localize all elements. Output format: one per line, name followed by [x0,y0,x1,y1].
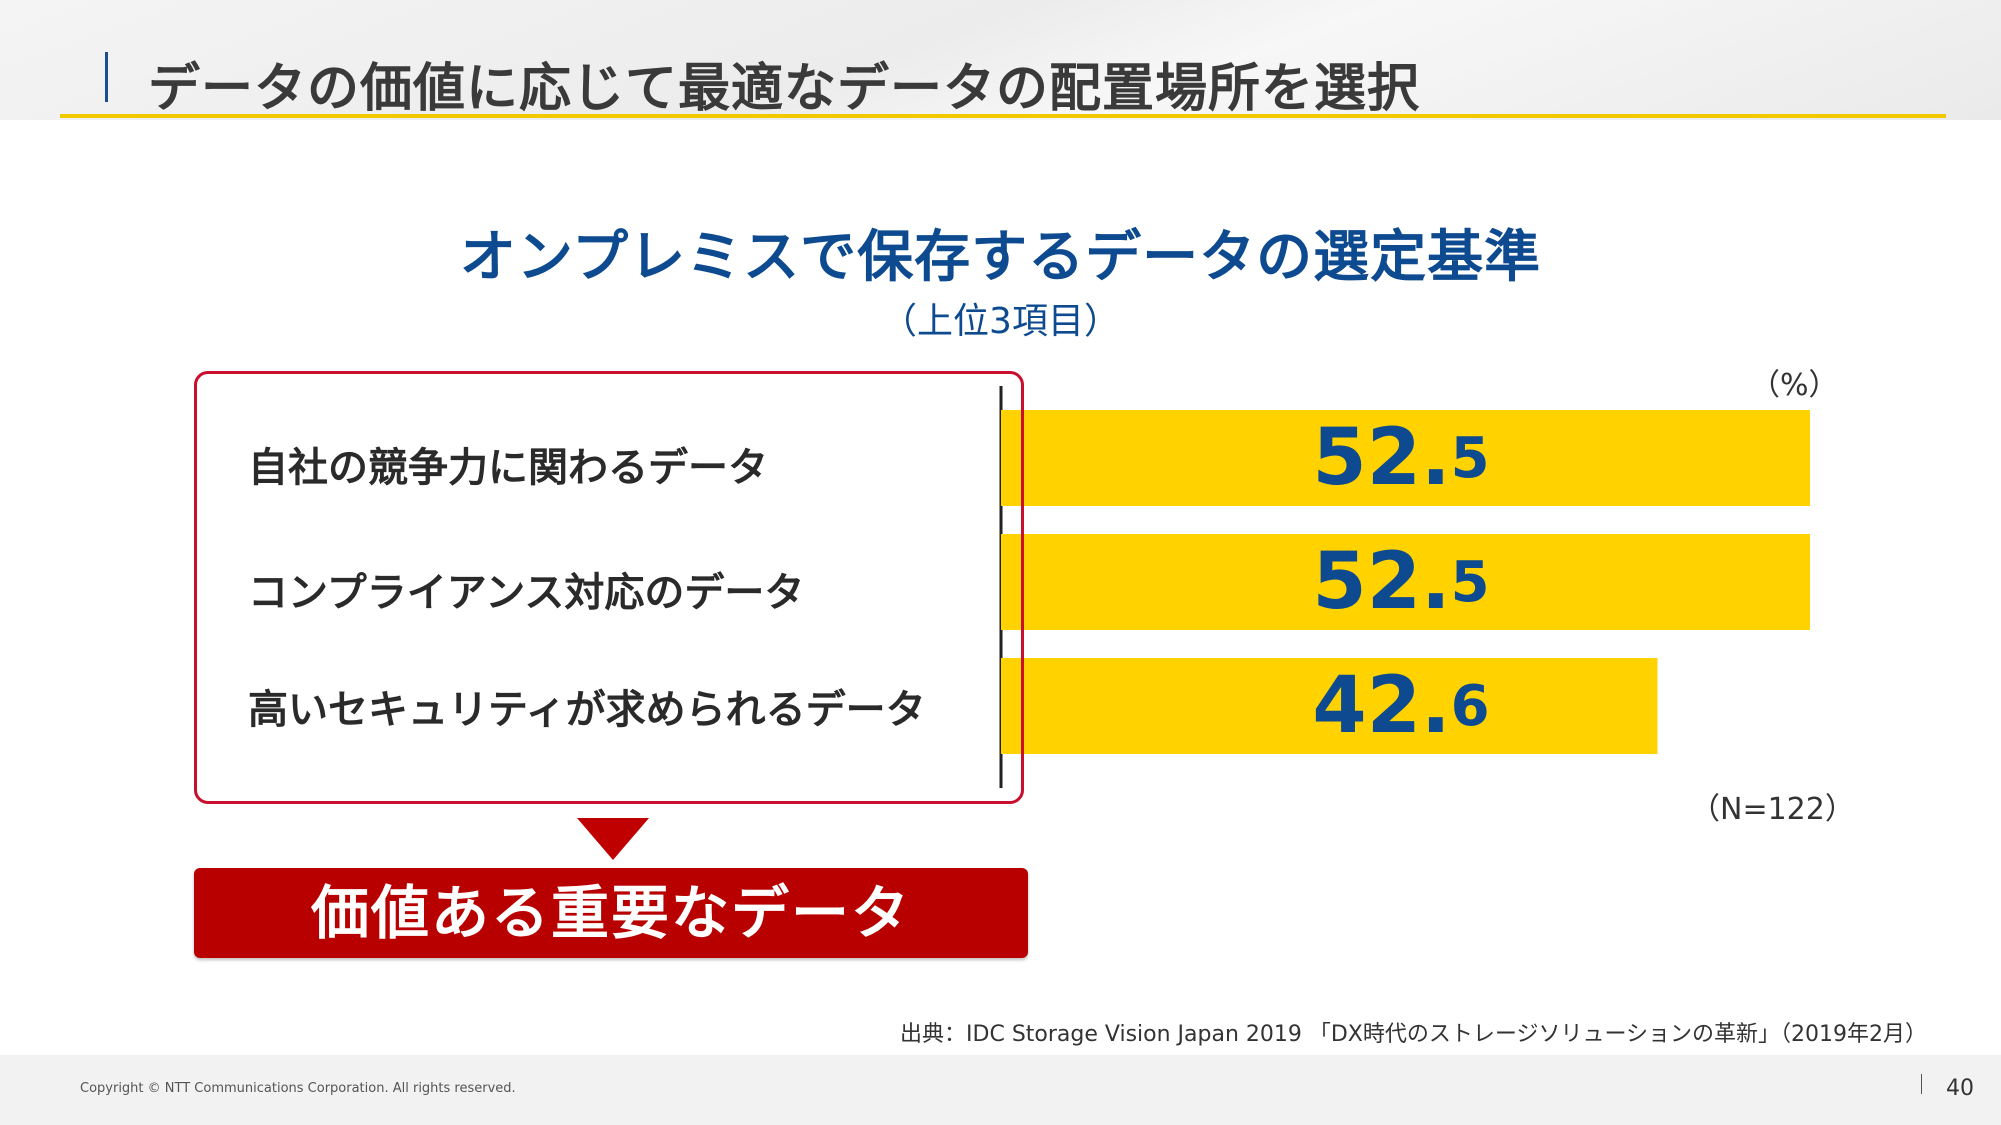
header-band [0,0,2001,120]
page-title: データの価値に応じて最適なデータの配置場所を選択 [148,59,1421,119]
bar-value-label: 52.5 [1312,413,1489,503]
chart-title: オンプレミスで保存するデータの選定基準 [459,225,1542,290]
bar [1001,410,1810,506]
bar-value-label: 52.5 [1312,537,1489,627]
unit-label: （%） [1750,368,1839,403]
category-label: コンプライアンス対応のデータ [248,570,805,616]
category-label: 高いセキュリティが求められるデータ [248,687,926,733]
callout-banner: 価値ある重要なデータ [194,868,1028,958]
title-accent-bar [105,52,108,102]
title-underline [60,114,1946,118]
footer-band [0,1055,2001,1125]
arrow-down-icon [577,818,649,860]
source-note: 出典：IDC Storage Vision Japan 2019 「DX時代のス… [900,1022,1927,1047]
sample-size-label: （N=122） [1690,792,1855,827]
bar-value-label: 42.6 [1312,661,1489,751]
bar [1001,534,1810,630]
category-label: 自社の競争力に関わるデータ [248,445,768,491]
chart-subtitle: （上位3項目） [881,301,1120,342]
copyright: Copyright © NTT Communications Corporati… [80,1081,516,1096]
category-highlight-box [194,371,1024,804]
footer-divider [1921,1074,1922,1094]
bar [1001,658,1658,754]
page-number: 40 [1946,1076,1974,1101]
